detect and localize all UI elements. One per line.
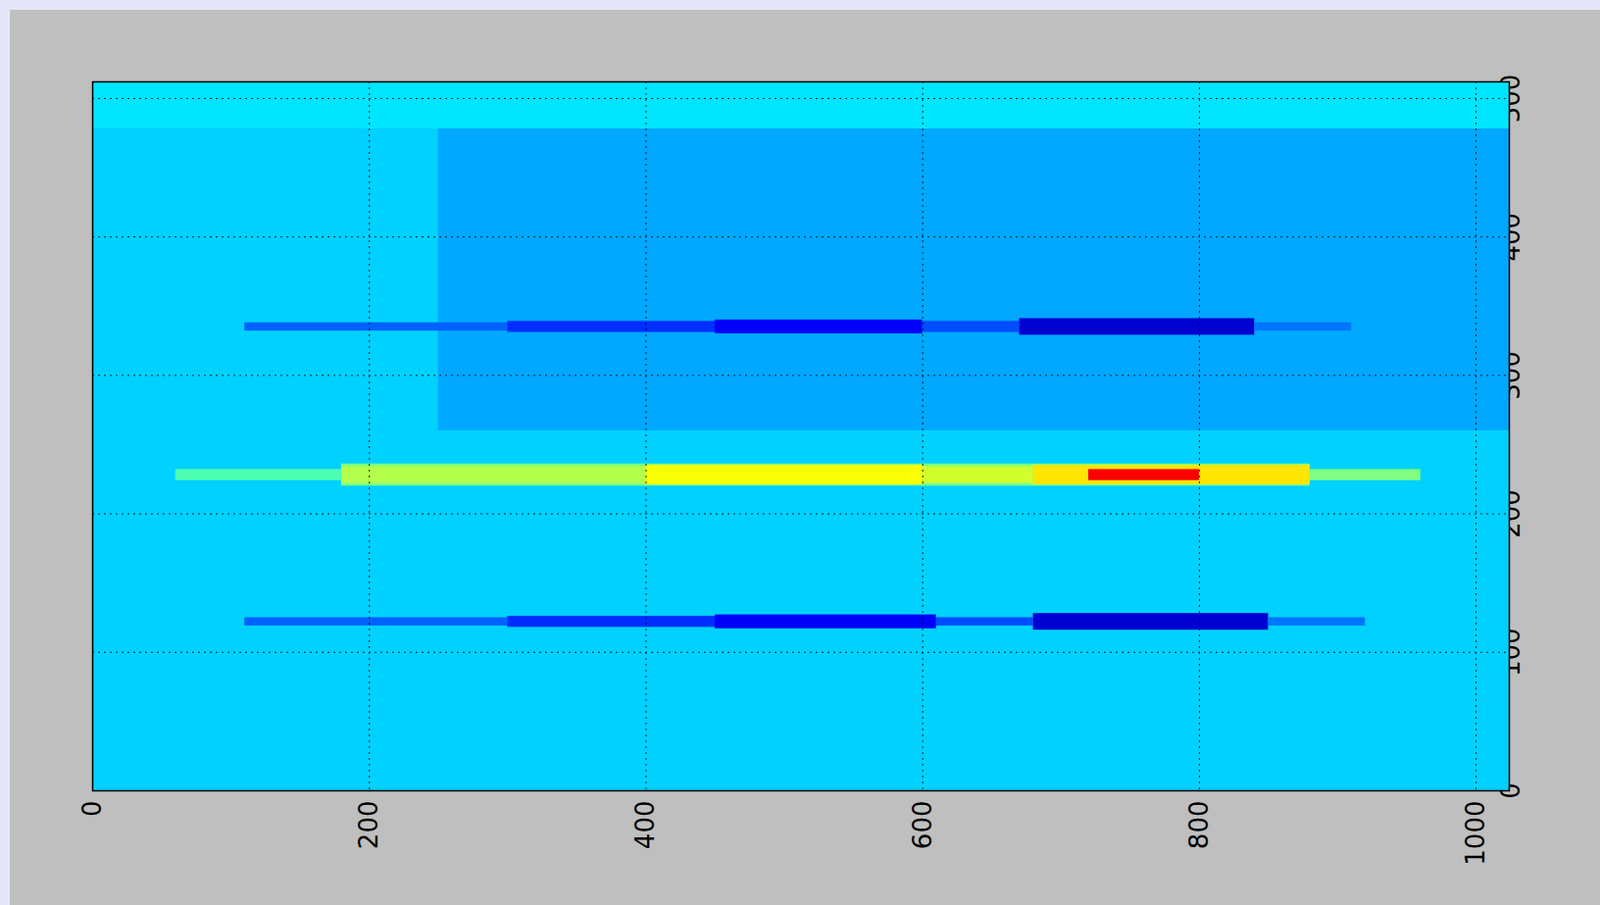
- svg-text:100: 100: [1495, 627, 1525, 677]
- svg-text:300: 300: [1495, 350, 1525, 400]
- svg-text:600: 600: [906, 800, 937, 850]
- svg-text:400: 400: [630, 800, 660, 850]
- svg-text:400: 400: [1495, 212, 1525, 262]
- svg-text:200: 200: [353, 800, 384, 850]
- svg-text:200: 200: [1495, 489, 1525, 539]
- svg-text:800: 800: [1184, 800, 1214, 850]
- svg-text:500: 500: [1495, 74, 1525, 123]
- svg-text:0: 0: [77, 800, 107, 818]
- svg-text:0: 0: [1495, 782, 1525, 799]
- svg-text:1000: 1000: [1460, 800, 1491, 866]
